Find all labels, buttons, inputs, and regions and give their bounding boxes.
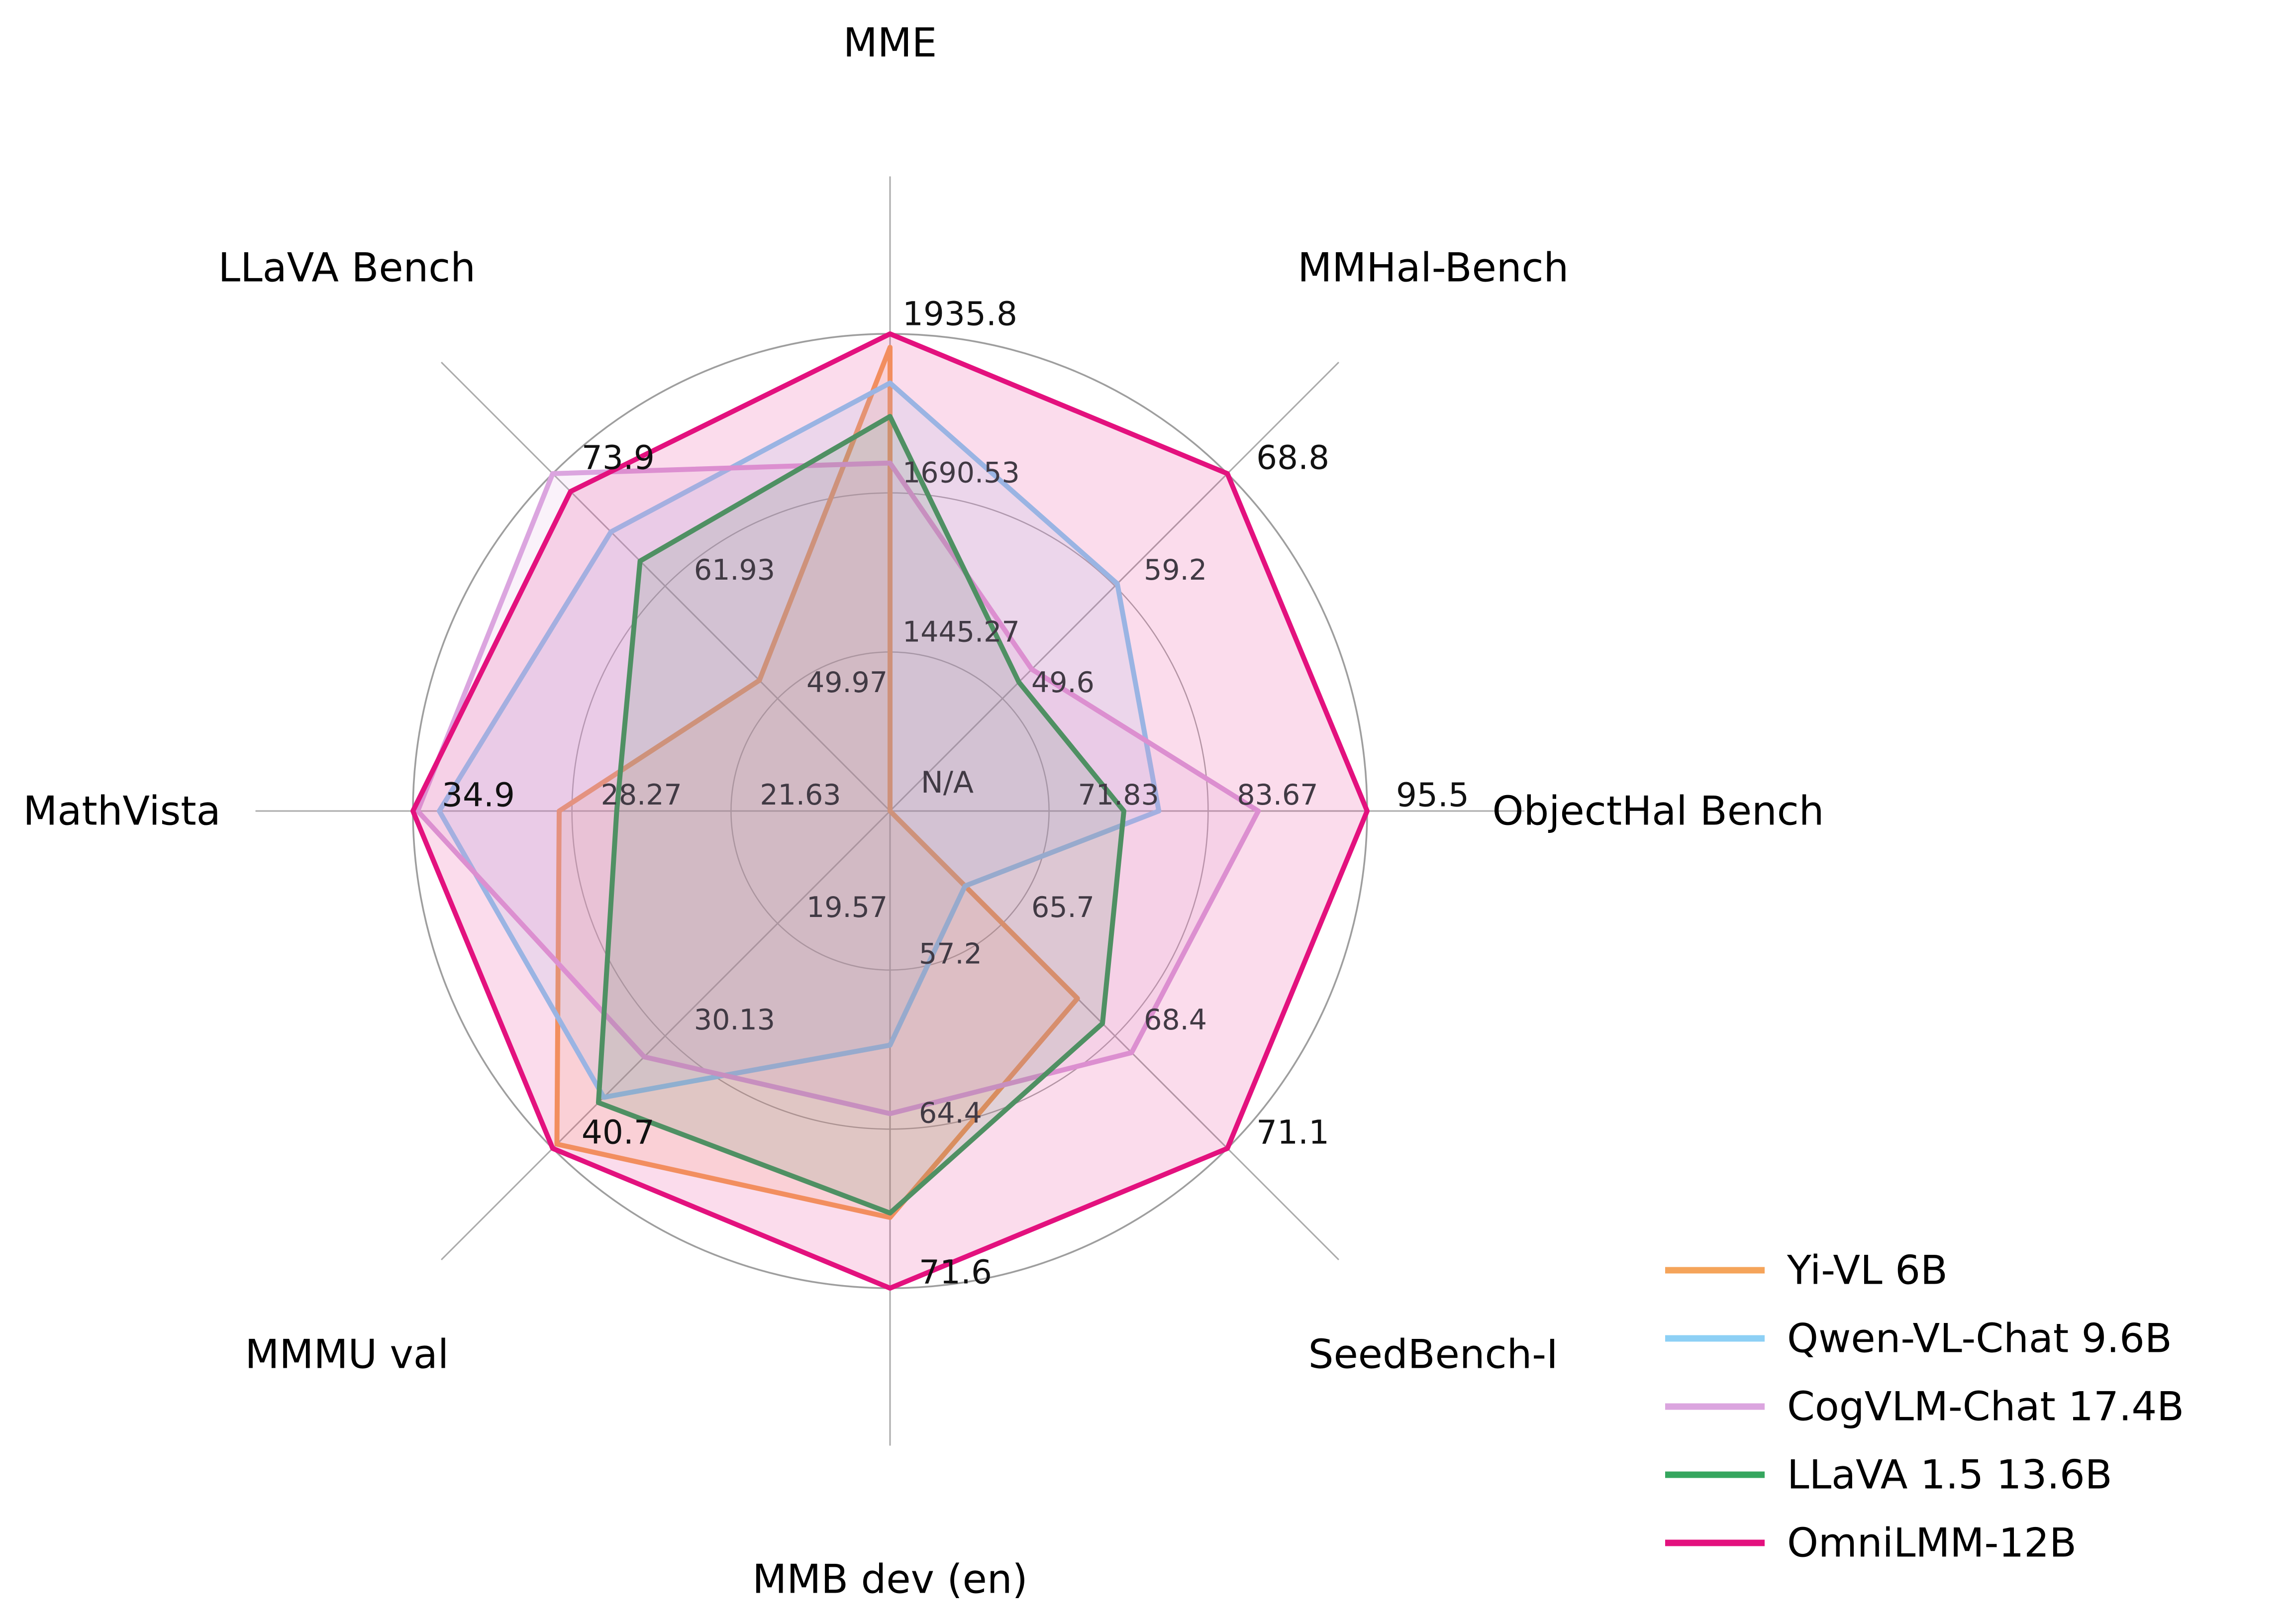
tick-label-objecthal-bench-3: 95.5	[1396, 776, 1469, 814]
tick-label-llava-bench-1: 49.97	[806, 666, 888, 699]
tick-label-mmhal-bench-1: 49.6	[1031, 666, 1095, 699]
axis-title-objecthal-bench: ObjectHal Bench	[1493, 788, 1824, 834]
series-polygon-qwen-vl-chat-9-6b	[437, 380, 1162, 1100]
legend-label-cogvlm-chat-17-4b: CogVLM-Chat 17.4B	[1787, 1384, 2184, 1430]
tick-label-objecthal-bench-1: 71.83	[1078, 779, 1159, 812]
tick-label-mmmu-val-3: 40.7	[582, 1114, 655, 1152]
axis-title-seedbench-i: SeedBench-I	[1308, 1331, 1558, 1377]
legend-label-omnilmm-12b: OmniLMM-12B	[1787, 1520, 2077, 1566]
axis-title-mmmu-val: MMMU val	[245, 1331, 449, 1377]
series-polygon-yi-vl-6b	[554, 345, 1080, 1220]
series-polygon-omnilmm-12b	[410, 331, 1370, 1291]
tick-label-mmb-dev-en-1: 57.2	[919, 938, 982, 971]
axis-spoke-llava-bench	[441, 362, 891, 812]
tick-label-objecthal-bench-2: 83.67	[1237, 779, 1318, 812]
tick-label-mathvista-1: 21.63	[760, 779, 841, 812]
series-polygon-cogvlm-chat-17-4b	[415, 460, 1261, 1116]
axis-title-llava-bench: LLaVA Bench	[218, 245, 476, 291]
axis-title-mme: MME	[843, 20, 937, 66]
legend-label-qwen-vl-chat-9-6b: Qwen-VL-Chat 9.6B	[1787, 1316, 2172, 1362]
tick-label-mathvista-2: 28.27	[601, 779, 682, 812]
axis-spoke-mmmu-val	[441, 810, 891, 1260]
tick-label-mathvista-3: 34.9	[442, 776, 515, 814]
tick-label-seedbench-i-3: 71.1	[1256, 1114, 1329, 1152]
axis-title-mathvista: MathVista	[23, 788, 220, 834]
legend-label-llava-1-5-13-6b: LLaVA 1.5 13.6B	[1787, 1452, 2112, 1498]
center-na-label: N/A	[921, 765, 974, 800]
legend-label-yi-vl-6b: Yi-VL 6B	[1787, 1247, 1948, 1294]
tick-label-mmb-dev-en-3: 71.6	[919, 1253, 992, 1292]
tick-label-mmmu-val-2: 30.13	[694, 1004, 775, 1036]
tick-label-mme-2: 1690.53	[902, 457, 1020, 490]
tick-label-seedbench-i-2: 68.4	[1144, 1004, 1207, 1036]
tick-label-mmmu-val-1: 19.57	[806, 891, 888, 924]
axis-title-mmb-dev-en: MMB dev (en)	[752, 1556, 1027, 1602]
tick-label-mme-1: 1445.27	[902, 615, 1020, 648]
tick-label-mmhal-bench-3: 68.8	[1256, 438, 1329, 477]
axis-spoke-mmhal-bench	[889, 362, 1339, 812]
tick-label-mmb-dev-en-2: 64.4	[919, 1097, 982, 1129]
tick-label-llava-bench-2: 61.93	[694, 554, 775, 587]
axis-title-mmhal-bench: MMHal-Bench	[1297, 245, 1569, 291]
tick-label-mmhal-bench-2: 59.2	[1144, 554, 1207, 587]
tick-label-mme-3: 1935.8	[902, 295, 1017, 333]
tick-label-llava-bench-3: 73.9	[582, 438, 655, 477]
tick-label-seedbench-i-1: 65.7	[1031, 891, 1095, 924]
series-polygon-llava-1-5-13-6b	[596, 414, 1126, 1216]
